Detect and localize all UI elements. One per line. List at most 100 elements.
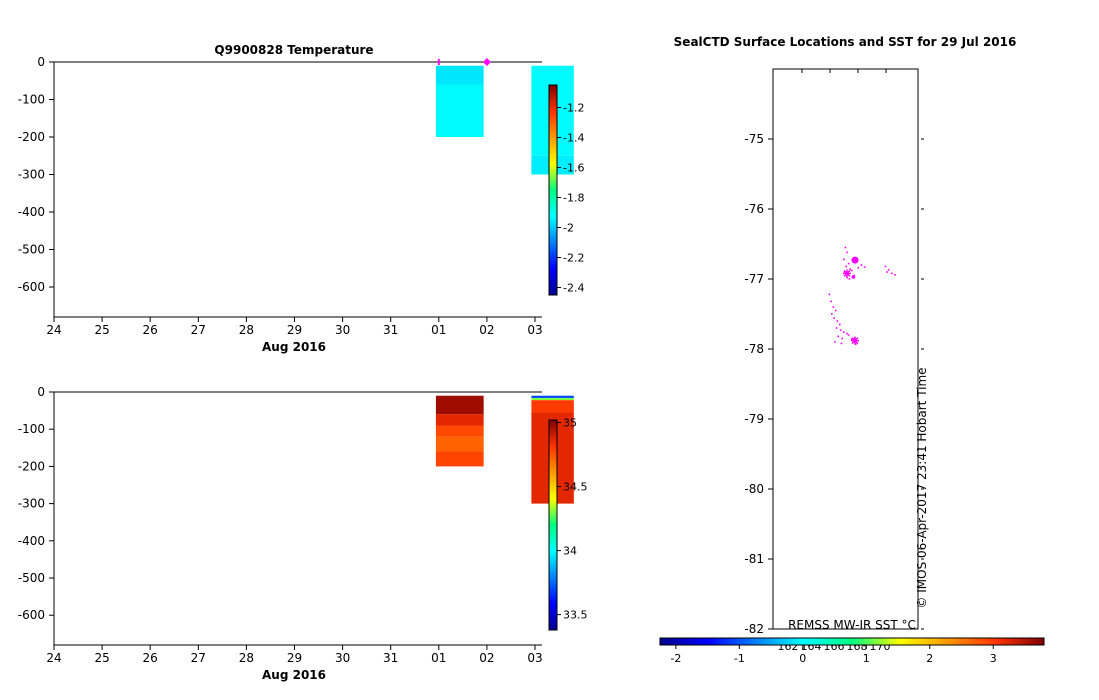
- sst-colorbar: -2 -1 0 1 2 3: [659, 637, 1045, 665]
- salinity-profile-1-layer-0: [531, 395, 574, 398]
- seal-location-point: [851, 269, 853, 272]
- salinity-plot-area: 0 -100 -200 -300 -400 -500 -600 24 25 26 27 28 29 30 3…: [18, 385, 574, 665]
- salinity-profile-1-layer-1: [531, 397, 574, 401]
- temperature-y-tick-label: -400: [18, 205, 45, 219]
- salinity-y-tick-label: -100: [18, 422, 45, 436]
- sst-colorbar-bar: [659, 637, 1045, 646]
- sst-source-label: REMSS MW-IR SST °C: [788, 618, 916, 632]
- salinity-x-tick-label: 28: [239, 651, 254, 665]
- salinity-colorbar-tick-label: 34.5: [563, 481, 588, 494]
- seal-location-point: [839, 329, 842, 331]
- temperature-y-tick-label: -600: [18, 280, 45, 294]
- seal-location-point: [855, 343, 857, 345]
- temperature-x-tick-label: 24: [46, 323, 61, 337]
- map-lat-tick-label: -80: [744, 482, 764, 496]
- salinity-colorbar-tick-label: 35: [563, 417, 577, 430]
- seal-location-point: [857, 267, 859, 269]
- seal-location-point: [835, 309, 837, 312]
- seal-location-point: [843, 271, 846, 273]
- seal-location-point: [845, 265, 847, 268]
- seal-location-point: [843, 331, 845, 333]
- seal-location-point: [833, 317, 835, 319]
- seal-location-point: [860, 264, 863, 266]
- seal-location-point: [891, 272, 893, 275]
- temperature-y-tick-label: -100: [18, 93, 45, 107]
- seal-location-point: [843, 258, 845, 261]
- salinity-y-tick-label: -500: [18, 571, 45, 585]
- salinity-x-label: Aug 2016: [262, 668, 326, 682]
- map-lat-tick-label: -78: [744, 342, 764, 356]
- temperature-x-tick-label: 03: [527, 323, 542, 337]
- seal-location-point: [840, 342, 843, 345]
- seal-location-point: [831, 313, 833, 315]
- salinity-profile-0-layer-4: [435, 451, 484, 467]
- latest-location-marker: [851, 256, 859, 264]
- salinity-profile-0-layer-2: [435, 425, 484, 437]
- temperature-x-tick-label: 01: [431, 323, 446, 337]
- temperature-x-tick-label: 02: [479, 323, 494, 337]
- temperature-x-tick-label: 29: [287, 323, 302, 337]
- temperature-plot-area: 0 -100 -200 -300 -400 -500 -600 24 25 26 27 28 29 30 3…: [18, 55, 574, 337]
- seal-location-point: [846, 276, 848, 279]
- temperature-colorbar: -1.2 -1.4 -1.6 -1.8 -2 -2.2 -2.4: [548, 84, 584, 296]
- salinity-y-tick-label: -300: [18, 497, 45, 511]
- seal-location-point: [835, 327, 838, 329]
- salinity-y-tick-label: -200: [18, 459, 45, 473]
- seal-location-point: [836, 320, 839, 322]
- cluster-star-marker: [843, 269, 851, 278]
- sst-colorbar-tick-label: 3: [990, 652, 997, 665]
- seal-location-point: [847, 334, 850, 336]
- seal-location-point: [863, 266, 866, 268]
- seal-location-point: [886, 271, 888, 273]
- sst-colorbar-tick-label: 1: [863, 652, 870, 665]
- temperature-panel: Q9900828 Temperature 0 -100 -200 -300 -400 -5…: [18, 43, 585, 354]
- map-frame: [772, 68, 919, 630]
- sst-colorbar-tick-label: 0: [799, 652, 806, 665]
- seal-location-point: [828, 293, 831, 296]
- salinity-colorbar-tick-label: 34: [563, 545, 577, 558]
- seal-location-point: [894, 274, 896, 276]
- map-lat-tick-label: -79: [744, 412, 764, 426]
- seal-location-point: [837, 335, 839, 338]
- temperature-surface-marker: [482, 58, 491, 66]
- temperature-colorbar-tick-label: -2.2: [563, 252, 584, 265]
- salinity-x-tick-label: 24: [46, 651, 61, 665]
- temperature-y-tick-label: -300: [18, 168, 45, 182]
- salinity-x-tick-label: 29: [287, 651, 302, 665]
- temperature-profile-0-layer-0: [435, 65, 484, 85]
- temperature-x-label: Aug 2016: [262, 340, 326, 354]
- salinity-x-tick-label: 31: [383, 651, 398, 665]
- salinity-profile-1-layer-2: [531, 400, 574, 413]
- seal-location-point: [846, 251, 848, 254]
- sst-colorbar-tick-label: -1: [734, 652, 745, 665]
- salinity-y-tick-label: -400: [18, 534, 45, 548]
- temperature-y-tick-label: 0: [37, 55, 45, 69]
- salinity-profile-0-layer-3: [435, 436, 484, 452]
- temperature-profile-0-layer-1: [435, 84, 484, 137]
- salinity-x-tick-label: 27: [191, 651, 206, 665]
- seal-location-point: [846, 332, 848, 335]
- location-marker: [851, 275, 856, 279]
- seal-location-point: [839, 323, 841, 326]
- seal-location-point: [887, 269, 890, 271]
- salinity-x-tick-label: 25: [94, 651, 109, 665]
- map-lat-tick-label: -77: [744, 272, 764, 286]
- map-lat-tick-label: -81: [744, 552, 764, 566]
- salinity-profile-0-layer-0: [435, 395, 484, 415]
- sst-colorbar-tick-label: 2: [926, 652, 933, 665]
- salinity-colorbar-tick-label: 33.5: [563, 609, 588, 622]
- seal-location-point: [849, 268, 851, 270]
- temperature-y-tick-label: -500: [18, 243, 45, 257]
- map-lat-tick-label: -76: [744, 202, 764, 216]
- temperature-colorbar-bar: [548, 84, 558, 296]
- map-lat-tick-label: -82: [744, 622, 764, 636]
- seal-location-point: [844, 246, 847, 249]
- imos-credit: © IMOS 06-Apr-2017 23:41 Hobart Time: [915, 367, 929, 608]
- map-panel: SealCTD Surface Locations and SST for 29…: [659, 35, 1045, 665]
- salinity-profile-0-layer-1: [435, 414, 484, 426]
- seal-location-point: [830, 300, 832, 303]
- seal-location-point: [832, 306, 835, 308]
- salinity-colorbar: 35 34.5 34 33.5: [548, 417, 588, 631]
- temperature-x-tick-label: 31: [383, 323, 398, 337]
